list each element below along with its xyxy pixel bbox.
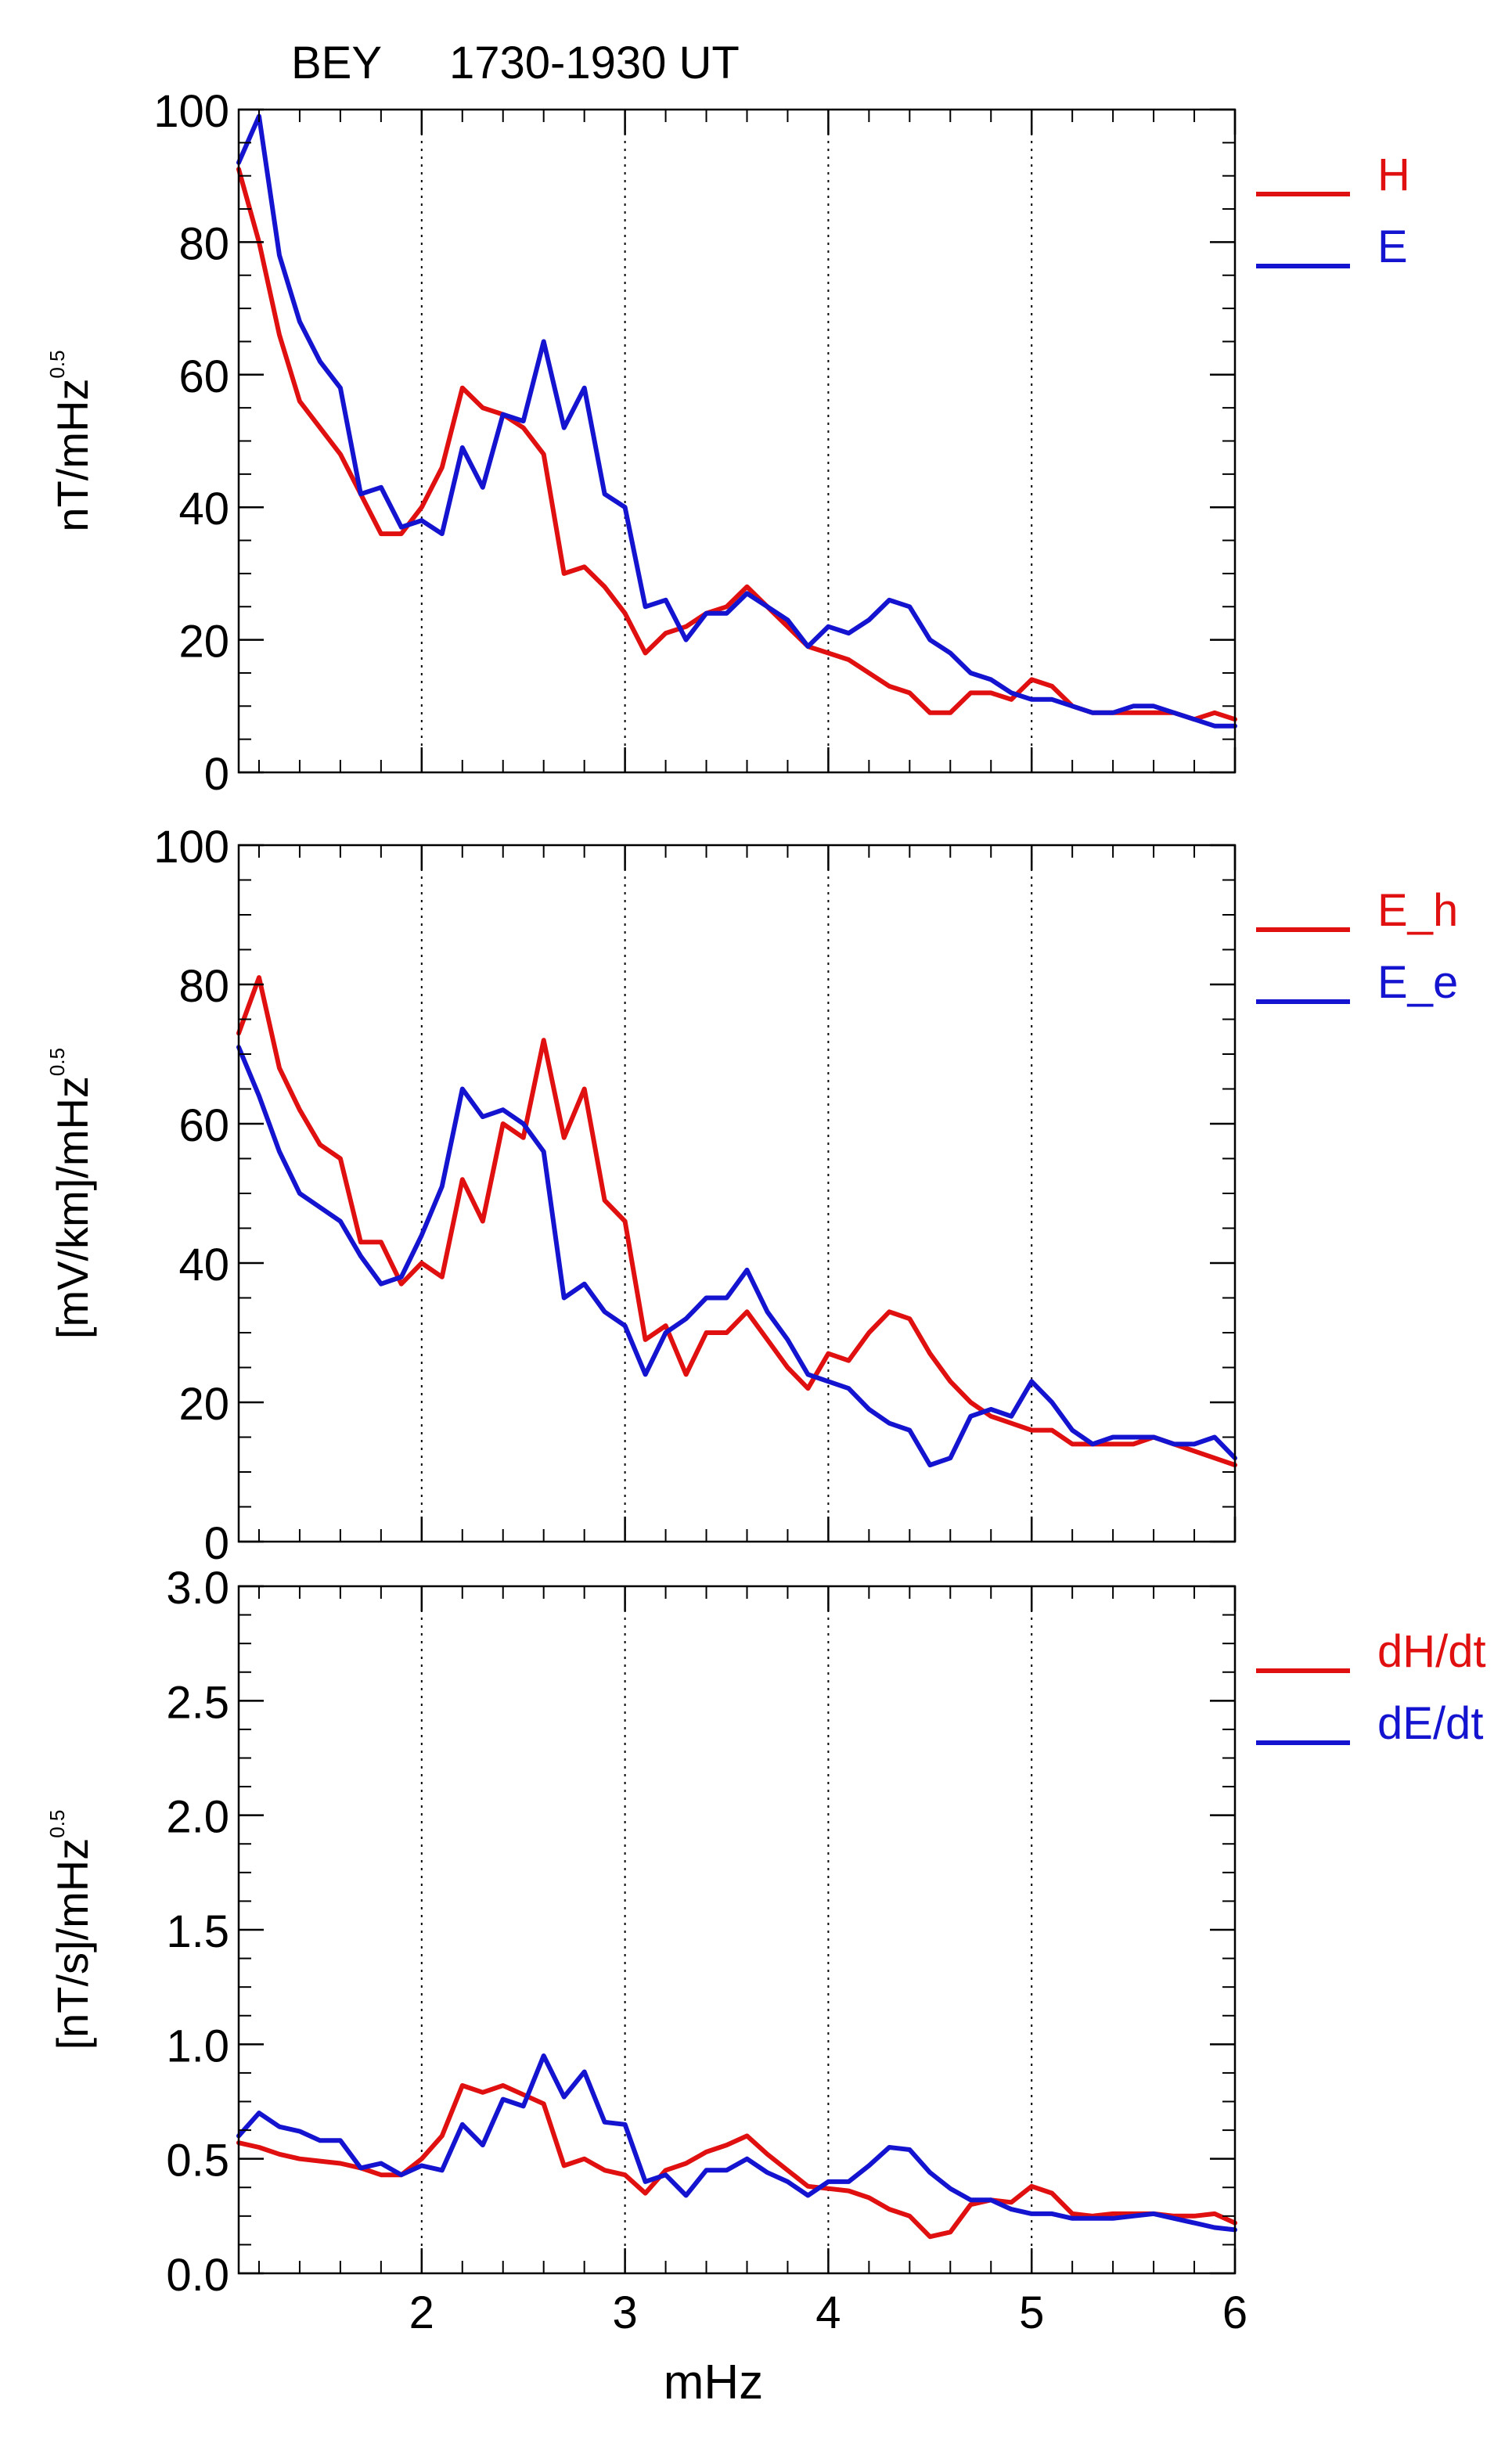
x-tick-label: 2 [409,2287,434,2338]
y-axis-label: nT/mHz0.5 [45,350,97,531]
y-axis-label: [nT/s]/mHz0.5 [45,1810,97,2050]
y-tick-label: 60 [178,351,229,402]
panel-3: 0.00.51.01.52.02.53.02 3 4 5 6mHz[nT/s]/mHz0… [45,1563,1486,2409]
x-tick-label: 6 [1222,2287,1247,2338]
series-line-e-h [236,975,1237,1468]
y-tick-label: 0 [204,749,229,800]
y-tick-label: 80 [178,961,229,1012]
series-line-de-dt [236,2053,1237,2233]
y-tick-label: 60 [178,1100,229,1151]
legend-label: H [1377,149,1410,200]
y-axis-label: [mV/km]/mHz0.5 [45,1048,97,1339]
y-axis-label-sup: 0.5 [45,1048,69,1076]
y-tick-label: 20 [178,1379,229,1430]
y-axis-label-main: nT/mHz [48,379,97,532]
y-tick-label: 40 [178,484,229,534]
series-line-e-e [236,1045,1237,1468]
y-tick-label: 3.0 [166,1563,229,1614]
legend-label: E_h [1377,885,1458,936]
y-tick-label: 100 [153,86,229,137]
time-range-label: 1730-1930 UT [449,38,740,88]
y-axis-label-sup: 0.5 [45,350,69,378]
panel-2: 0 20 40 60 80 100 [mV/km]/mHz0.5 E_h E_e [45,822,1458,1569]
x-tick-label: 3 [612,2287,637,2338]
panel-1: 0 20 40 60 80 100 nT/mHz0.5 HE [45,86,1410,800]
y-axis-label-main: [mV/km]/mHz [48,1076,97,1339]
legend-label: dE/dt [1377,1698,1483,1749]
y-tick-label: 2.0 [166,1792,229,1843]
legend-label: E [1377,221,1408,272]
series-line-e [236,113,1237,729]
x-tick-label: 5 [1019,2287,1044,2338]
y-tick-label: 40 [178,1240,229,1290]
y-tick-label: 0.0 [166,2250,229,2301]
y-tick-label: 20 [178,617,229,668]
y-tick-label: 2.5 [166,1677,229,1728]
station-label: BEY [291,38,382,88]
y-tick-label: 100 [153,822,229,873]
legend-label: dH/dt [1377,1626,1486,1677]
x-tick-label: 4 [815,2287,841,2338]
y-tick-label: 80 [178,218,229,269]
y-axis-label-sup: 0.5 [45,1810,69,1838]
legend-label: E_e [1377,957,1458,1008]
y-tick-label: 1.5 [166,1906,229,1957]
x-axis-label: mHz [664,2355,763,2409]
y-tick-label: 1.0 [166,2021,229,2071]
y-axis-label-main: [nT/s]/mHz [48,1838,97,2050]
y-tick-label: 0 [204,1518,229,1569]
y-tick-label: 0.5 [166,2136,229,2186]
panels: 020406080100nT/mHz0.5HE020406080100[mV/k… [45,86,1486,2409]
